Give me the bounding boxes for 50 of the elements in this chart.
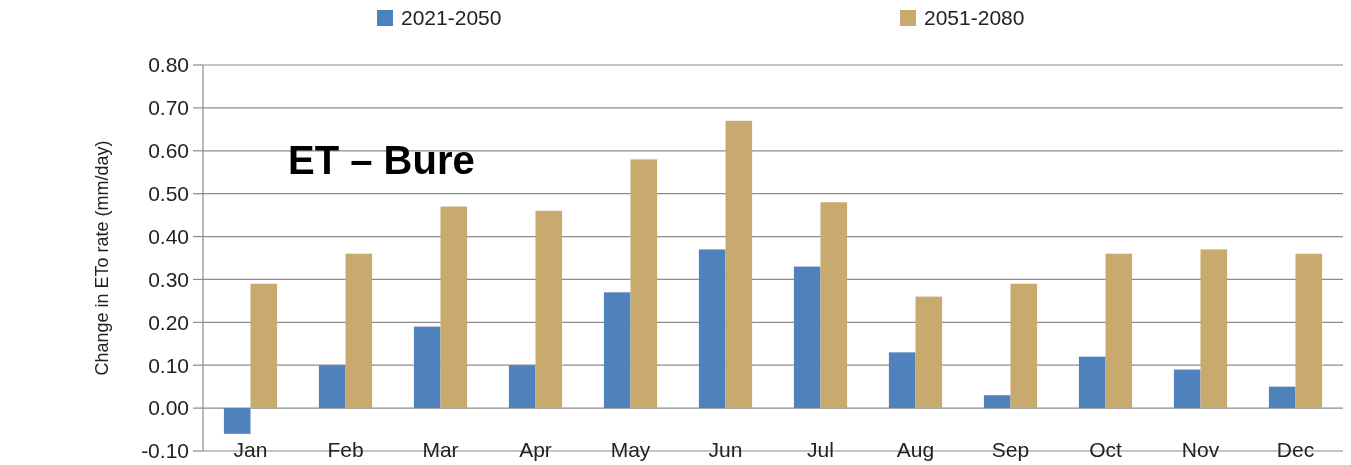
bar — [1200, 249, 1228, 409]
bar — [1295, 253, 1323, 409]
bar — [1268, 386, 1296, 409]
bar — [983, 395, 1011, 409]
x-tick-label: Aug — [896, 438, 935, 462]
x-tick-label: Jun — [708, 438, 743, 462]
y-tick-label: 0.70 — [148, 96, 189, 120]
bar — [250, 283, 278, 409]
y-tick-label: 0.30 — [148, 267, 189, 291]
bar — [440, 206, 468, 409]
y-tick-label: -0.10 — [141, 439, 189, 463]
y-tick-label: 0.50 — [148, 182, 189, 206]
bar — [345, 253, 373, 409]
bar — [820, 202, 848, 409]
bar — [508, 365, 536, 409]
y-tick-label: 0.20 — [148, 310, 189, 334]
legend-label: 2051-2080 — [924, 6, 1025, 30]
y-tick-label: 0.80 — [148, 53, 189, 77]
y-tick-label: 0.00 — [148, 396, 189, 420]
bar — [318, 365, 346, 409]
y-tick-label: 0.40 — [148, 224, 189, 248]
x-tick-label: Oct — [1089, 438, 1122, 462]
bar — [888, 352, 916, 409]
y-axis-title: Change in ETo rate (mm/day) — [92, 140, 112, 376]
bar — [535, 210, 563, 409]
legend-label: 2021-2050 — [401, 6, 502, 30]
x-tick-label: Jul — [807, 438, 834, 462]
y-tick-label: 0.10 — [148, 353, 189, 377]
bar — [630, 159, 658, 409]
bar — [1173, 369, 1201, 409]
bar — [915, 296, 943, 409]
bar — [603, 292, 631, 409]
x-tick-label: Mar — [422, 438, 459, 462]
x-tick-label: May — [610, 438, 651, 462]
bar — [1078, 356, 1106, 409]
bar — [223, 408, 251, 434]
x-tick-label: Jan — [233, 438, 268, 462]
x-tick-label: Dec — [1276, 438, 1315, 462]
bar — [1010, 283, 1038, 409]
bar — [725, 120, 753, 409]
x-tick-label: Apr — [519, 438, 552, 462]
bar — [413, 326, 441, 409]
x-tick-label: Nov — [1181, 438, 1220, 462]
x-tick-label: Feb — [327, 438, 364, 462]
bar — [1105, 253, 1133, 409]
y-tick-label: 0.60 — [148, 139, 189, 163]
text: ET – Bure — [288, 138, 475, 182]
bar — [698, 249, 726, 409]
bar — [793, 266, 821, 409]
x-tick-label: Sep — [991, 438, 1030, 462]
